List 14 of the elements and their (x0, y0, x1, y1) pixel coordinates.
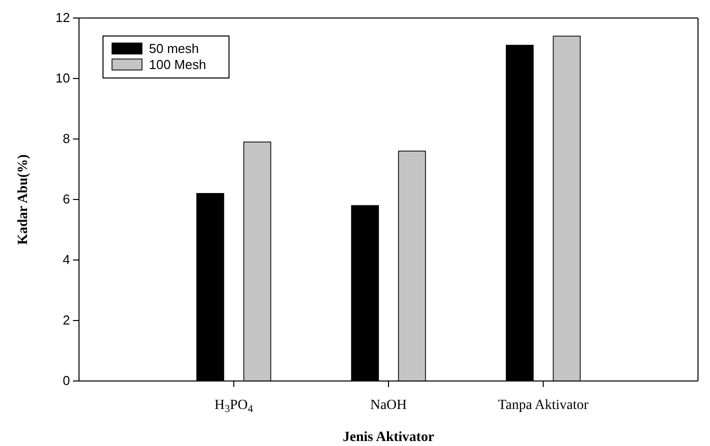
y-tick-label: 8 (62, 131, 70, 146)
y-tick-label: 2 (62, 312, 70, 328)
x-tick-label: Tanpa Aktivator (498, 398, 589, 413)
y-tick-label: 6 (62, 192, 70, 207)
x-tick-label: H$_{3}$PO$_{4}$ (214, 398, 254, 415)
y-axis-title: Kadar Abu(%) (16, 154, 31, 245)
x-tick-label: NaOH (370, 398, 407, 413)
legend-label: 100 Mesh (149, 57, 206, 72)
y-tick-label: 12 (56, 10, 70, 26)
legend-label: 50 mesh (149, 41, 199, 56)
x-axis-title: Jenis Aktivator (342, 430, 434, 445)
y-tick-label: 4 (62, 252, 70, 268)
y-tick-label: 0 (62, 373, 70, 388)
y-tick-label: 10 (56, 70, 70, 86)
